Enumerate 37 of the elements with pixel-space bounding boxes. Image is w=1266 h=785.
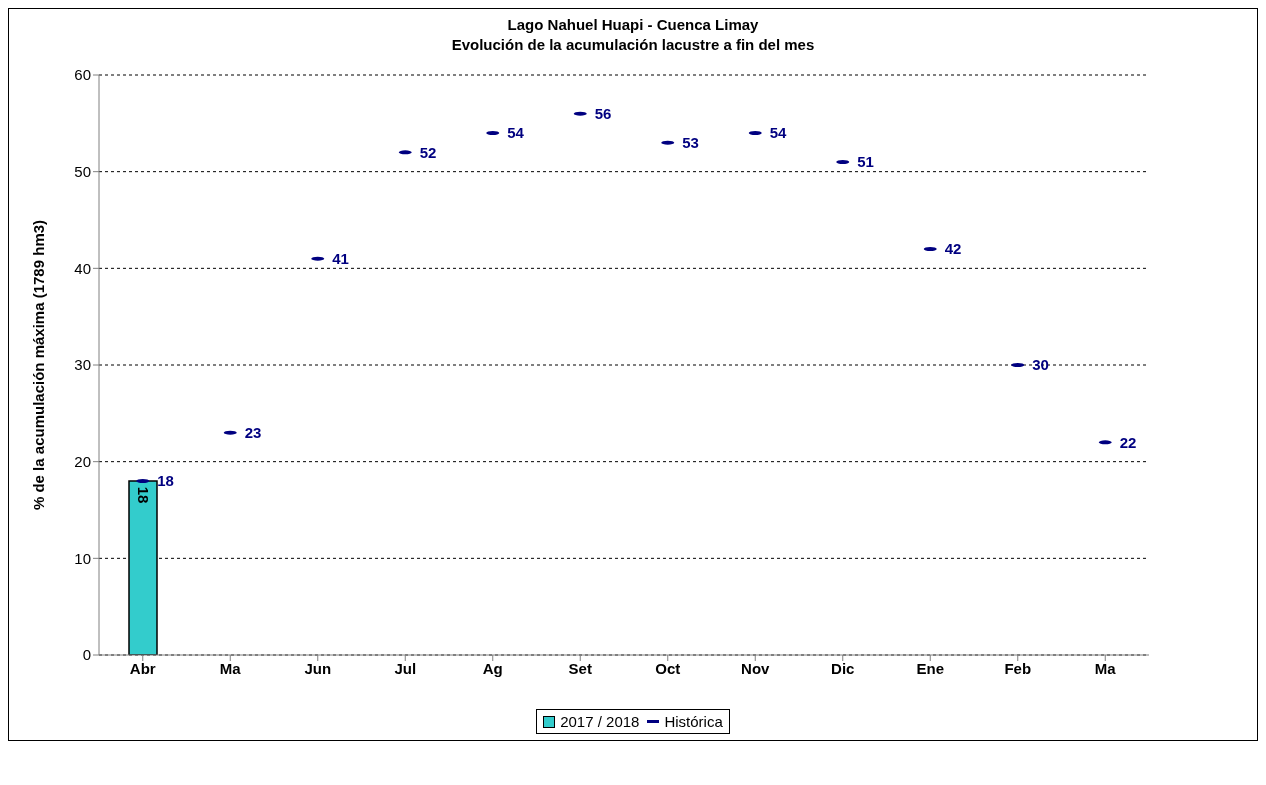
y-tick-label: 0 [82, 646, 91, 664]
data-label: 30 [1032, 356, 1049, 374]
x-tick-label: Abr [129, 659, 156, 677]
data-label: 18 [134, 486, 152, 504]
legend-label: 2017 / 2018 [559, 713, 640, 730]
x-tick-label: Ma [1094, 659, 1117, 677]
data-label: 23 [244, 423, 262, 441]
data-label: 42 [944, 240, 962, 258]
data-label: 51 [857, 153, 874, 171]
y-tick-label: 20 [74, 452, 91, 470]
x-tick-label: Set [568, 659, 592, 677]
y-tick-label: 10 [74, 549, 91, 567]
legend-label: Histórica [663, 713, 723, 730]
chart-subtitle: Evolución de la acumulación lacustre a fin del mes [450, 35, 816, 55]
y-tick-label: 60 [74, 66, 91, 84]
data-label: 54 [769, 124, 788, 142]
x-tick-label: Ag [482, 659, 503, 677]
x-tick-label: Dic [831, 659, 855, 677]
data-label: 18 [157, 472, 174, 490]
x-tick-label: Ene [916, 659, 945, 677]
y-tick-label: 50 [74, 162, 91, 180]
data-label: 41 [332, 249, 349, 267]
x-tick-label: Jul [394, 659, 417, 677]
data-label: 22 [1119, 433, 1137, 451]
data-label: 53 [682, 133, 699, 151]
data-label: 54 [507, 124, 525, 142]
data-label: 56 [594, 104, 612, 122]
x-tick-label: Nov [741, 659, 771, 677]
chart-title: Lago Nahuel Huapi - Cuenca Limay [506, 15, 760, 35]
y-tick-label: 30 [74, 356, 91, 374]
data-label: 52 [419, 143, 437, 161]
x-tick-label: Oct [655, 659, 681, 677]
y-tick-label: 40 [74, 259, 91, 277]
x-tick-label: Ma [219, 659, 242, 677]
x-tick-label: Jun [304, 659, 332, 677]
x-tick-label: Feb [1004, 659, 1032, 677]
y-axis-title: % de la acumulación máxima (1789 hm3) [30, 219, 48, 511]
